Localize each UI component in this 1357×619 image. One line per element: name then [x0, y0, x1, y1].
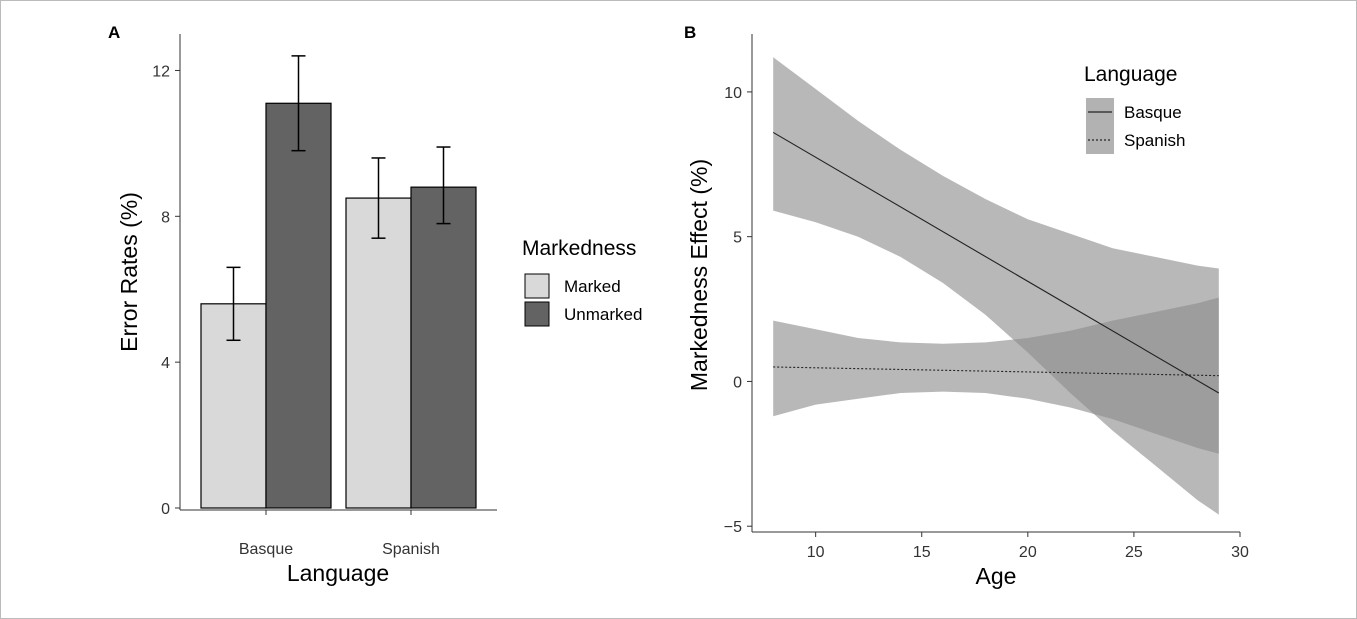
bar-spanish-unmarked: [410, 186, 477, 509]
legend-markedness: Markedness Marked Unmarked: [522, 237, 642, 327]
panel-b-axes: −5 0 5 10 10 15 20 25 30: [724, 34, 1249, 561]
legend-key-marked: [524, 273, 550, 299]
panel-a-axes: 0 4 8 12 Basque Spanish: [152, 34, 497, 558]
panel-a-bars: [200, 55, 477, 509]
y-axis-title-a: Error Rates (%): [116, 192, 142, 352]
line-basque: [772, 131, 1220, 394]
legend-key-unmarked: [524, 301, 550, 327]
legend-a-title: Markedness: [522, 237, 636, 260]
x-tick-label-spanish: Spanish: [382, 541, 440, 558]
y-tick-label-a: 0: [161, 501, 170, 518]
legend-language: Language Basque Spanish: [1084, 63, 1185, 154]
x-tick-label-b: 20: [1019, 544, 1037, 561]
x-tick-label-b: 25: [1125, 544, 1143, 561]
bar-basque-unmarked: [265, 102, 332, 509]
y-tick-label-a: 12: [152, 63, 170, 80]
x-tick-label-b: 15: [913, 544, 931, 561]
legend-b-title: Language: [1084, 63, 1177, 86]
panel-a-label: A: [108, 23, 120, 42]
y-axis-title-b: Markedness Effect (%): [686, 159, 712, 391]
ribbon-spanish: [773, 297, 1219, 454]
x-tick-label-basque: Basque: [239, 541, 293, 558]
legend-label-unmarked: Unmarked: [564, 305, 642, 324]
y-tick-label-b: 5: [733, 230, 742, 247]
y-tick-label-a: 8: [161, 209, 170, 226]
panel-b-ribbons: [773, 57, 1219, 515]
y-tick-label-b: 0: [733, 374, 742, 391]
x-axis-title-b: Age: [976, 563, 1017, 589]
x-tick-label-b: 10: [807, 544, 825, 561]
bar-spanish-marked: [345, 197, 412, 509]
legend-label-basque: Basque: [1124, 103, 1182, 122]
x-tick-label-b: 30: [1231, 544, 1249, 561]
panel-a: A 0 4 8 12 Basque Spanish Language Error Rate…: [108, 23, 642, 586]
y-tick-label-a: 4: [161, 355, 170, 372]
panel-b-lines: [772, 131, 1220, 394]
x-axis-title-a: Language: [287, 560, 389, 586]
y-tick-label-b: 10: [724, 85, 742, 102]
y-tick-label-b: −5: [724, 519, 742, 536]
panel-b-label: B: [684, 23, 696, 42]
panel-b: B −5 0 5 10 10 15 20 25 30 Age Markedness Effect…: [684, 23, 1249, 589]
legend-label-spanish: Spanish: [1124, 131, 1185, 150]
legend-label-marked: Marked: [564, 277, 621, 296]
